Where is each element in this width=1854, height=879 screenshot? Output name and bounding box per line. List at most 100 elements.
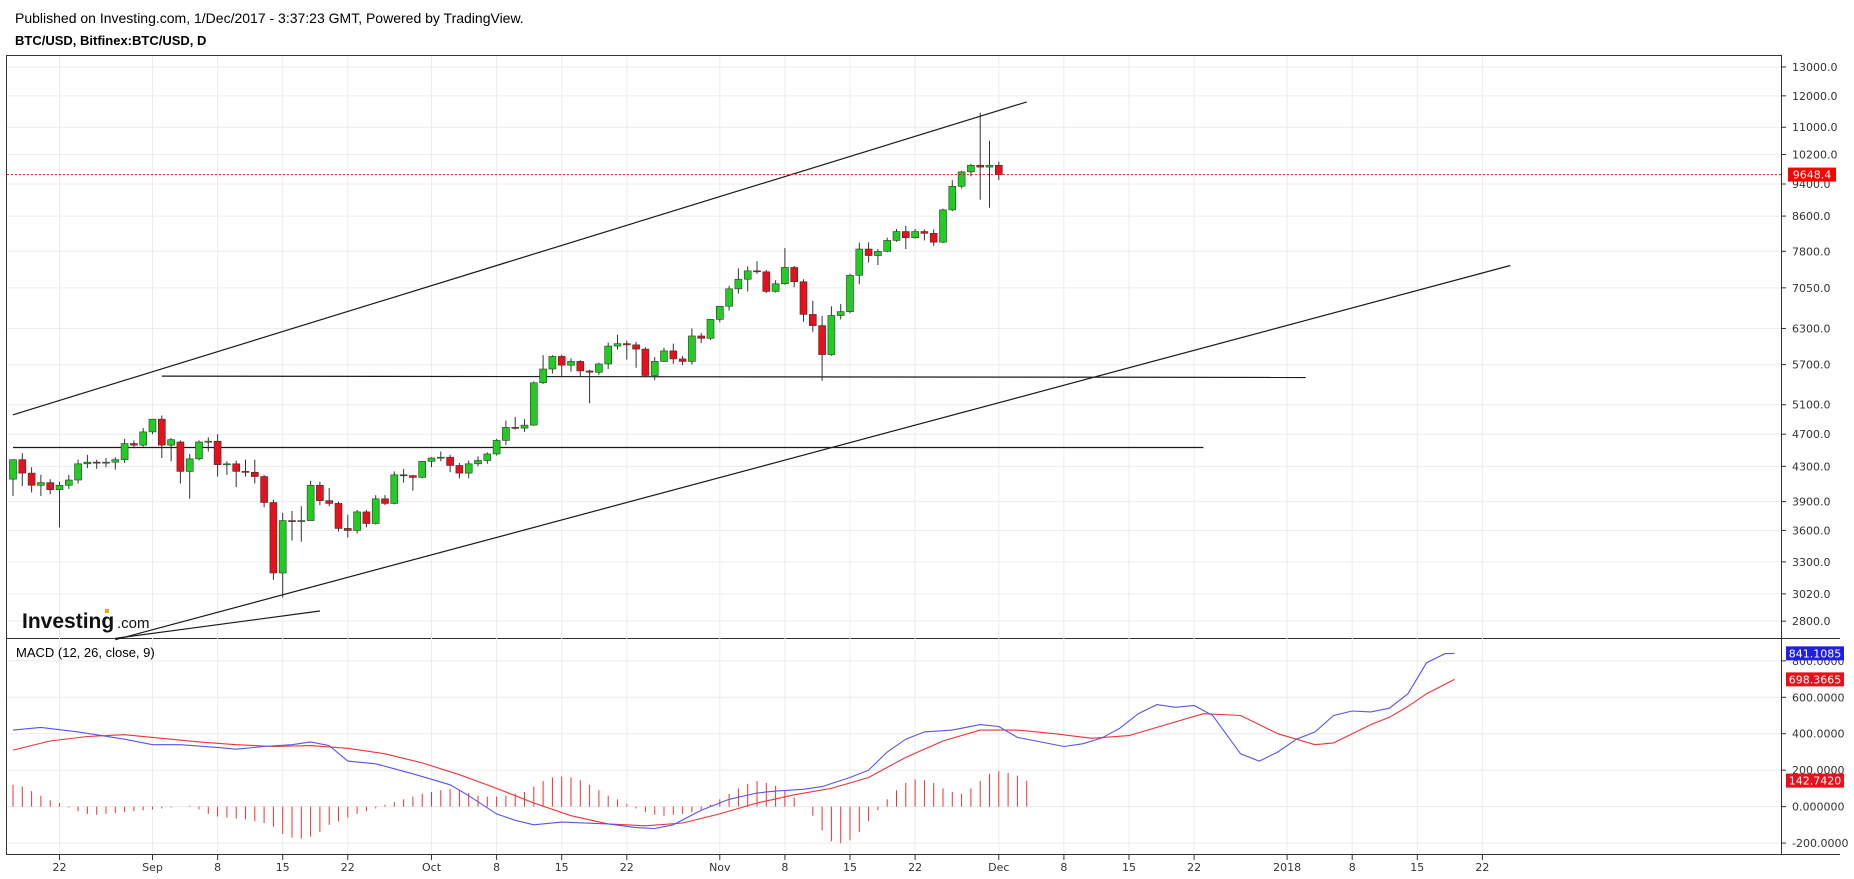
- candle-body: [557, 356, 566, 366]
- candle-body: [994, 164, 1003, 175]
- y-tick-label: 7050.0: [1792, 282, 1831, 295]
- trendline: [12, 101, 1027, 416]
- candle-body: [418, 461, 427, 478]
- candle-body: [176, 441, 185, 472]
- logo-dot: [105, 609, 109, 613]
- candle-body: [892, 231, 901, 241]
- y-tick-label: 8600.0: [1792, 210, 1831, 223]
- x-tick-label: 15: [555, 861, 569, 874]
- candle-body: [734, 278, 743, 290]
- candle-body: [976, 164, 985, 168]
- candle-body: [576, 361, 585, 372]
- macd-value-label: 142.7420: [1789, 775, 1842, 788]
- candle-body: [688, 335, 696, 362]
- macd-value-badge: [1786, 672, 1844, 687]
- candle-body: [641, 348, 650, 376]
- candle-body: [148, 418, 157, 433]
- candle-body: [353, 511, 361, 531]
- candle-body: [911, 231, 919, 239]
- candle-body: [9, 459, 17, 480]
- candle-body: [660, 350, 668, 362]
- y-tick-label: 3020.0: [1792, 588, 1831, 601]
- value-badges: 9648.4 841.1085 698.3665 142.7420: [1786, 167, 1844, 788]
- y-tick-label: 2800.0: [1792, 615, 1831, 628]
- candle-body: [306, 484, 315, 521]
- y-tick-label: 7800.0: [1792, 245, 1831, 258]
- macd-tick-label: 600.0000: [1792, 691, 1845, 704]
- candle-body: [316, 484, 324, 501]
- candle-body: [111, 459, 120, 463]
- macd-value-badge: [1786, 646, 1844, 661]
- candle-body: [669, 350, 678, 360]
- candle-body: [46, 482, 55, 491]
- x-tick-label: 15: [276, 861, 290, 874]
- candle-body: [278, 520, 287, 574]
- x-tick-label: Nov: [709, 861, 731, 874]
- candle-body: [901, 231, 910, 239]
- x-tick-label: 15: [1410, 861, 1424, 874]
- candle-body: [223, 463, 231, 466]
- candle-body: [622, 343, 631, 346]
- candle-body: [715, 305, 724, 320]
- candle-body: [130, 443, 138, 446]
- y-tick-label: 3300.0: [1792, 556, 1831, 569]
- candle-body: [390, 474, 399, 504]
- candle-body: [158, 418, 166, 446]
- candle-body: [213, 440, 222, 465]
- candle-body: [37, 482, 45, 486]
- last-price-label: 9648.4: [1793, 169, 1832, 182]
- trendline: [115, 610, 320, 639]
- candle-body: [260, 476, 268, 503]
- candle-body: [762, 271, 771, 292]
- candle-body: [604, 345, 613, 365]
- candle-body: [697, 335, 706, 339]
- candle-body: [836, 311, 845, 316]
- candle-body: [929, 232, 938, 243]
- x-tick-label: 22: [53, 861, 67, 874]
- x-tick-label: 15: [843, 861, 857, 874]
- candle-body: [102, 461, 110, 464]
- candle-body: [799, 281, 808, 315]
- candle-body: [381, 498, 389, 504]
- candle-body: [883, 240, 892, 252]
- x-tick-label: 22: [341, 861, 355, 874]
- y-tick-label: 3900.0: [1792, 496, 1831, 509]
- macd-value-label: 841.1085: [1789, 647, 1842, 660]
- candle-body: [288, 520, 296, 522]
- candle-body: [725, 288, 733, 307]
- macd-tick-label: 400.0000: [1792, 728, 1845, 741]
- y-tick-label: 5100.0: [1792, 399, 1831, 412]
- candle-body: [864, 248, 873, 256]
- y-tick-label: 4700.0: [1792, 428, 1831, 441]
- x-tick-label: Dec: [988, 861, 1009, 874]
- candle-body: [567, 361, 575, 366]
- candle-body: [436, 456, 445, 459]
- candle-body: [967, 164, 975, 173]
- candle-body: [874, 251, 882, 256]
- candle-body: [362, 511, 371, 524]
- macd-tick-label: -200.0000: [1792, 837, 1848, 850]
- x-tick-label: 8: [493, 861, 500, 874]
- candle-body: [502, 427, 510, 441]
- horizontal-level-line: [161, 375, 1306, 379]
- x-tick-label: 22: [1475, 861, 1489, 874]
- candle-body: [83, 461, 92, 465]
- y-axis: 13000.012000.011000.010200.09400.08600.0…: [1781, 61, 1838, 628]
- trendline: [115, 264, 1511, 641]
- candle-body: [855, 248, 864, 276]
- symbol-title: BTC/USD, Bitfinex:BTC/USD, D: [15, 33, 207, 48]
- macd-title: MACD (12, 26, close, 9): [16, 645, 155, 660]
- candle-body: [455, 465, 464, 474]
- candle-body: [18, 459, 27, 474]
- candle-body: [343, 528, 352, 531]
- logo-wordmark: Investing: [22, 610, 114, 633]
- candle-body: [678, 358, 687, 362]
- candle-body: [632, 344, 640, 350]
- y-tick-label: 12000.0: [1792, 90, 1838, 103]
- y-tick-label: 5700.0: [1792, 359, 1831, 372]
- candle-body: [251, 471, 259, 477]
- signal-line: [12, 678, 1455, 827]
- y-tick-label: 3600.0: [1792, 524, 1831, 537]
- x-axis: 22 Sep 8 15 22 Oct 8 15 22 Nov 8 15 22 Dec 8 15 22 2018 8 1…: [53, 855, 1489, 874]
- candle-body: [920, 231, 929, 234]
